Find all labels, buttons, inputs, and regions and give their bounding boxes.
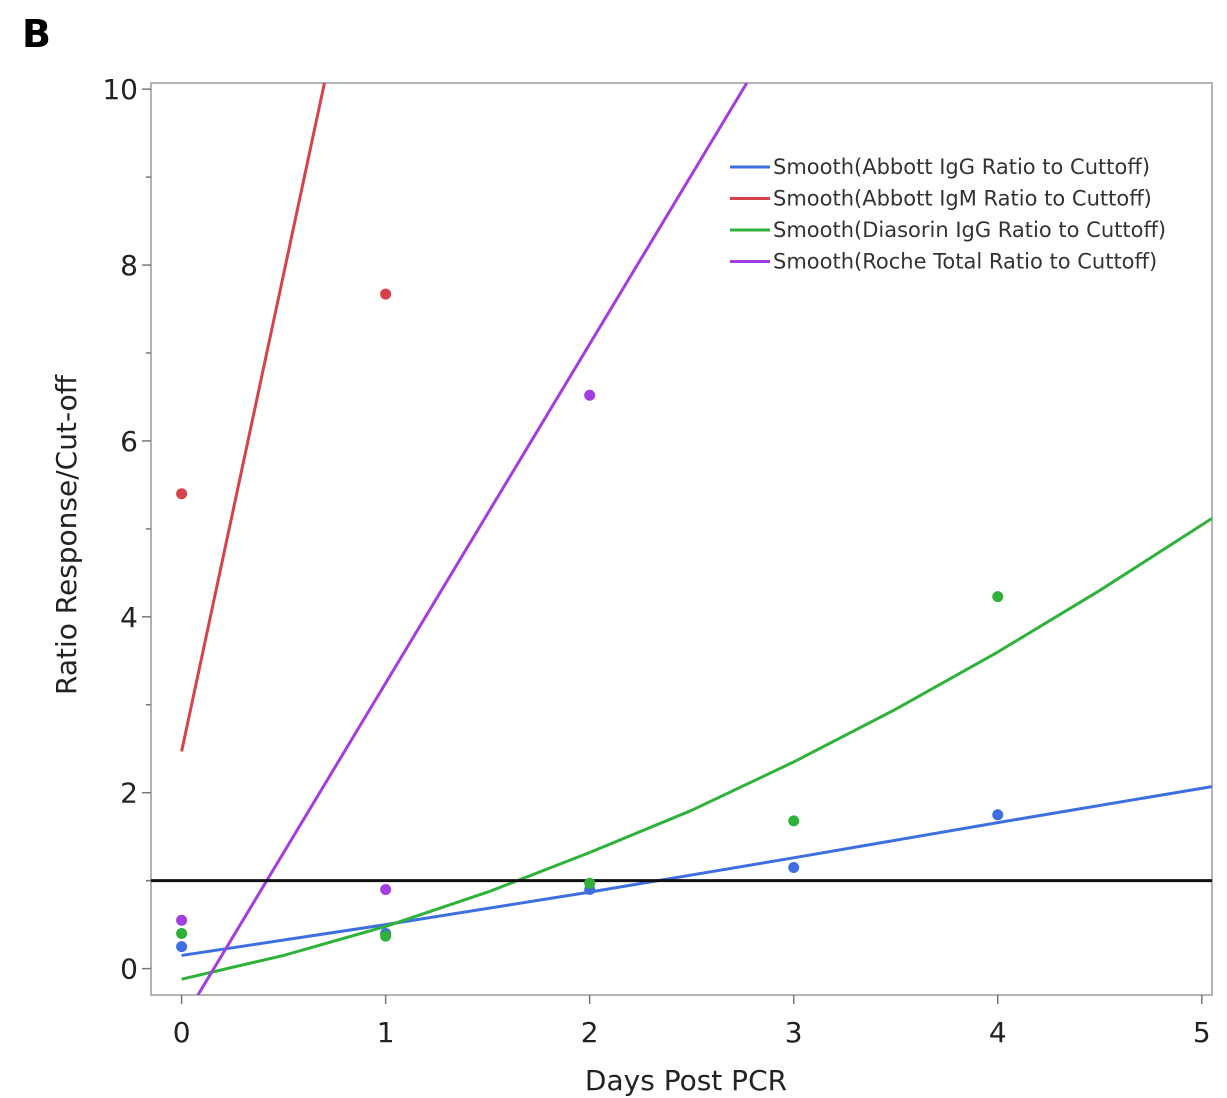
x-tick-label: 3 <box>785 1016 803 1049</box>
x-tick-label: 5 <box>1193 1016 1211 1049</box>
x-axis: 0 1 2 3 4 5 <box>173 995 1211 1049</box>
data-point-series-1 <box>788 861 800 873</box>
data-point-series-4 <box>380 883 392 895</box>
plot-area-frame <box>150 82 1213 996</box>
data-point-series-2 <box>380 288 392 300</box>
y-tick-label: 8 <box>120 249 138 282</box>
legend-entry: Smooth(Abbott IgM Ratio to Cuttoff) <box>773 187 1152 211</box>
data-point-series-3 <box>380 930 392 942</box>
legend-entry: Smooth(Abbott IgG Ratio to Cuttoff) <box>773 155 1150 179</box>
x-tick-label: 4 <box>989 1016 1007 1049</box>
x-tick-label: 2 <box>581 1016 599 1049</box>
data-point-series-4 <box>176 914 188 926</box>
smooth-curve-series-2 <box>180 83 326 752</box>
y-tick-label: 10 <box>102 73 138 106</box>
data-point-series-4 <box>584 389 596 401</box>
data-point-series-3 <box>992 591 1004 603</box>
data-point-series-3 <box>584 877 596 889</box>
y-tick-label: 4 <box>120 601 138 634</box>
y-tick-label: 6 <box>120 425 138 458</box>
panel-label: B <box>22 12 51 56</box>
legend-entry: Smooth(Diasorin IgG Ratio to Cuttoff) <box>773 218 1166 242</box>
data-point-series-3 <box>788 815 800 827</box>
x-axis-title: Days Post PCR <box>585 1064 787 1097</box>
smooth-curve-series-3 <box>181 517 1212 981</box>
y-axis: 0 2 4 6 8 10 <box>102 73 151 986</box>
x-tick-label: 1 <box>377 1016 395 1049</box>
data-points <box>176 288 1004 953</box>
y-tick-label: 0 <box>120 953 138 986</box>
data-point-series-1 <box>992 809 1004 821</box>
plot-content <box>151 83 1212 995</box>
data-point-series-2 <box>176 488 188 500</box>
smooth-curve-series-4 <box>196 83 749 995</box>
y-axis-title: Ratio Response/Cut-off <box>50 374 83 695</box>
legend-entry: Smooth(Roche Total Ratio to Cuttoff) <box>773 250 1157 274</box>
x-tick-label: 0 <box>173 1016 191 1049</box>
data-point-series-3 <box>176 927 188 939</box>
smooth-curves <box>180 83 1212 995</box>
legend: Smooth(Abbott IgG Ratio to Cuttoff) Smoot… <box>730 155 1166 274</box>
smooth-curve-series-1 <box>181 785 1212 957</box>
data-point-series-1 <box>176 941 188 953</box>
y-tick-label: 2 <box>120 777 138 810</box>
